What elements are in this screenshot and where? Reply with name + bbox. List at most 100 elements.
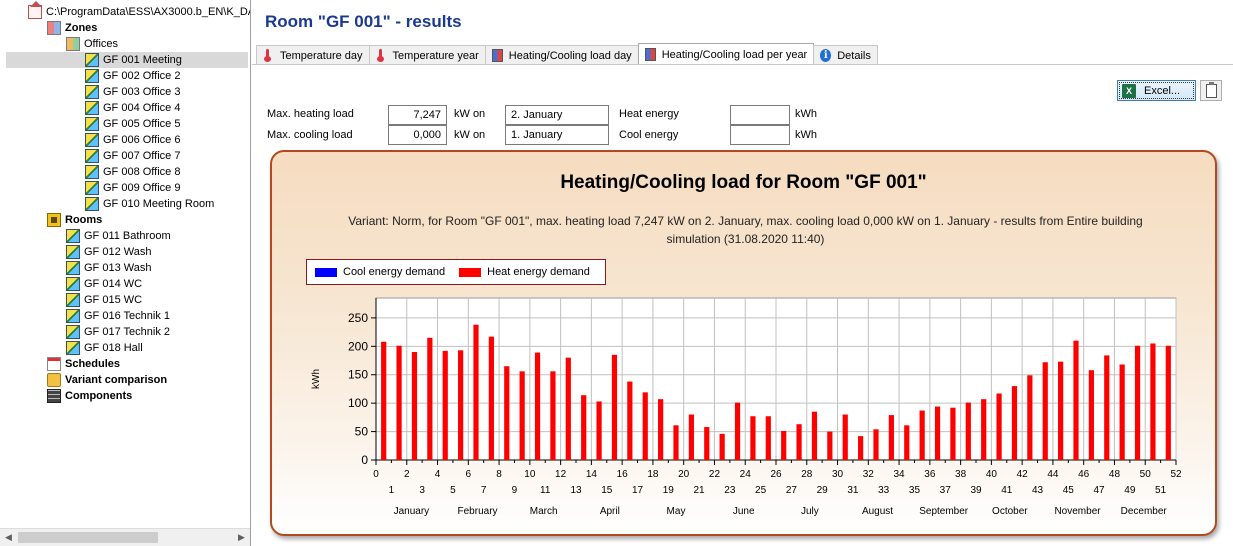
x-tick-label-odd: 47 bbox=[1094, 485, 1106, 496]
max-cooling-value-field[interactable]: 0,000 bbox=[388, 125, 447, 145]
tree-schedules[interactable]: Schedules bbox=[47, 356, 120, 372]
bar-heat bbox=[1058, 361, 1064, 460]
tree-components[interactable]: Components bbox=[47, 388, 132, 404]
tab-temperature-day[interactable]: Temperature day bbox=[256, 45, 370, 65]
bar-heat bbox=[381, 341, 387, 460]
x-tick-label: 30 bbox=[832, 469, 844, 480]
bar-heat bbox=[627, 381, 633, 460]
x-tick-label-odd: 5 bbox=[450, 485, 456, 496]
tree-room-item[interactable]: GF 016 Technik 1 bbox=[66, 308, 170, 324]
tree-room-item[interactable]: GF 017 Technik 2 bbox=[66, 324, 170, 340]
room-icon bbox=[66, 261, 80, 275]
tree-room-item[interactable]: GF 018 Hall bbox=[66, 340, 143, 356]
tree-room-item[interactable]: GF 007 Office 7 bbox=[85, 148, 180, 164]
tab-heating-cooling-load-per-year[interactable]: Heating/Cooling load per year bbox=[637, 43, 815, 65]
tree-offices-label: Offices bbox=[84, 38, 119, 50]
max-cooling-date-field[interactable]: 1. January bbox=[505, 125, 609, 145]
scrollbar-thumb[interactable] bbox=[18, 532, 158, 543]
scroll-left-icon[interactable]: ◀ bbox=[5, 532, 12, 542]
tree-rooms[interactable]: Rooms bbox=[47, 212, 102, 228]
tab-details[interactable]: i Details bbox=[813, 45, 878, 65]
bar-heat bbox=[488, 336, 494, 460]
x-tick-label: 10 bbox=[524, 469, 536, 480]
bar-heat bbox=[1104, 355, 1110, 460]
copy-clipboard-button[interactable] bbox=[1200, 80, 1222, 101]
tree-room-label: GF 007 Office 7 bbox=[103, 150, 181, 162]
tree-offices[interactable]: Offices bbox=[66, 36, 118, 52]
month-label: July bbox=[801, 506, 819, 517]
tree-room-item[interactable]: GF 005 Office 5 bbox=[85, 116, 180, 132]
project-tree[interactable]: C:\ProgramData\ESS\AX3000.b_EN\K_DAT Zon… bbox=[0, 0, 251, 546]
tree-room-label: GF 004 Office 4 bbox=[103, 102, 181, 114]
page-title: Room "GF 001" - results bbox=[265, 12, 462, 31]
x-tick-label: 26 bbox=[770, 469, 782, 480]
bar-heat bbox=[934, 406, 941, 460]
tab-divider bbox=[252, 64, 1233, 65]
bar-heat bbox=[1134, 345, 1141, 460]
month-label: October bbox=[992, 506, 1028, 517]
scroll-right-icon[interactable]: ▶ bbox=[238, 532, 245, 542]
bar-heat bbox=[611, 354, 618, 460]
room-icon bbox=[85, 69, 99, 83]
legend-swatch-cool bbox=[315, 267, 337, 277]
bar-heat bbox=[842, 414, 848, 460]
tree-room-item[interactable]: GF 004 Office 4 bbox=[85, 100, 180, 116]
tree-horizontal-scrollbar[interactable]: ◀ ▶ bbox=[0, 528, 250, 546]
x-tick-label-odd: 15 bbox=[601, 485, 613, 496]
y-tick-label: 150 bbox=[348, 368, 368, 382]
tree-room-item[interactable]: GF 006 Office 6 bbox=[85, 132, 180, 148]
tree-schedules-label: Schedules bbox=[65, 358, 121, 370]
x-tick-label: 12 bbox=[555, 469, 567, 480]
x-tick-label: 44 bbox=[1047, 469, 1059, 480]
y-tick-label: 0 bbox=[361, 453, 368, 467]
cool-energy-field[interactable] bbox=[730, 125, 790, 145]
room-icon bbox=[85, 117, 99, 131]
bar-heat bbox=[750, 416, 756, 460]
heat-energy-field[interactable] bbox=[730, 105, 790, 125]
x-tick-label: 2 bbox=[404, 469, 410, 480]
legend-label-heat: Heat energy demand bbox=[487, 266, 590, 278]
schedules-icon bbox=[47, 357, 61, 371]
result-tabs: Temperature day Temperature year Heating/C… bbox=[256, 43, 878, 65]
tree-room-label: GF 013 Wash bbox=[84, 262, 152, 274]
tree-root-path[interactable]: C:\ProgramData\ESS\AX3000.b_EN\K_DAT bbox=[28, 1, 250, 20]
bar-heat bbox=[904, 425, 910, 460]
bar-heat bbox=[519, 371, 525, 460]
zones-icon bbox=[47, 21, 61, 35]
tree-room-item[interactable]: GF 009 Office 9 bbox=[85, 180, 180, 196]
x-tick-label-odd: 19 bbox=[663, 485, 675, 496]
tab-label: Temperature day bbox=[280, 49, 363, 62]
excel-export-button[interactable]: X Excel... bbox=[1117, 80, 1196, 101]
tree-room-item[interactable]: GF 010 Meeting Room bbox=[85, 196, 214, 212]
max-heating-value-field[interactable]: 7,247 bbox=[388, 105, 447, 125]
bar-heat bbox=[888, 415, 894, 460]
tab-label: Heating/Cooling load day bbox=[508, 49, 632, 62]
x-tick-label: 6 bbox=[466, 469, 472, 480]
max-heating-date-field[interactable]: 2. January bbox=[505, 105, 609, 125]
tree-room-item[interactable]: GF 011 Bathroom bbox=[66, 228, 171, 244]
tree-zones[interactable]: Zones bbox=[47, 20, 97, 36]
tree-room-item[interactable]: GF 002 Office 2 bbox=[85, 68, 180, 84]
thermometer-icon bbox=[376, 49, 387, 62]
results-panel: Room "GF 001" - results Temperature day T… bbox=[252, 0, 1233, 546]
tree-room-item[interactable]: GF 014 WC bbox=[66, 276, 142, 292]
heat-energy-label: Heat energy bbox=[619, 108, 679, 120]
tree-room-item[interactable]: GF 001 Meeting bbox=[6, 52, 248, 68]
tree-room-item[interactable]: GF 008 Office 8 bbox=[85, 164, 180, 180]
tree-room-item[interactable]: GF 012 Wash bbox=[66, 244, 151, 260]
x-tick-label: 18 bbox=[647, 469, 659, 480]
bar-heat bbox=[734, 402, 741, 460]
tab-heating-cooling-load-day[interactable]: Heating/Cooling load day bbox=[484, 45, 639, 65]
tree-variant-comparison[interactable]: Variant comparison bbox=[47, 372, 167, 388]
info-icon: i bbox=[820, 49, 832, 62]
tree-room-item[interactable]: GF 013 Wash bbox=[66, 260, 151, 276]
tree-room-item[interactable]: GF 003 Office 3 bbox=[85, 84, 180, 100]
tree-room-item[interactable]: GF 015 WC bbox=[66, 292, 142, 308]
chart-panel: 0 50 100 150 200 250 0 2 4 6 8 10 12 14 16 18 20 22 24 26 28… bbox=[270, 150, 1217, 536]
tab-temperature-year[interactable]: Temperature year bbox=[368, 45, 486, 65]
bar-heat bbox=[473, 324, 479, 460]
month-label: January bbox=[394, 506, 430, 517]
tree-room-label: GF 008 Office 8 bbox=[103, 166, 181, 178]
